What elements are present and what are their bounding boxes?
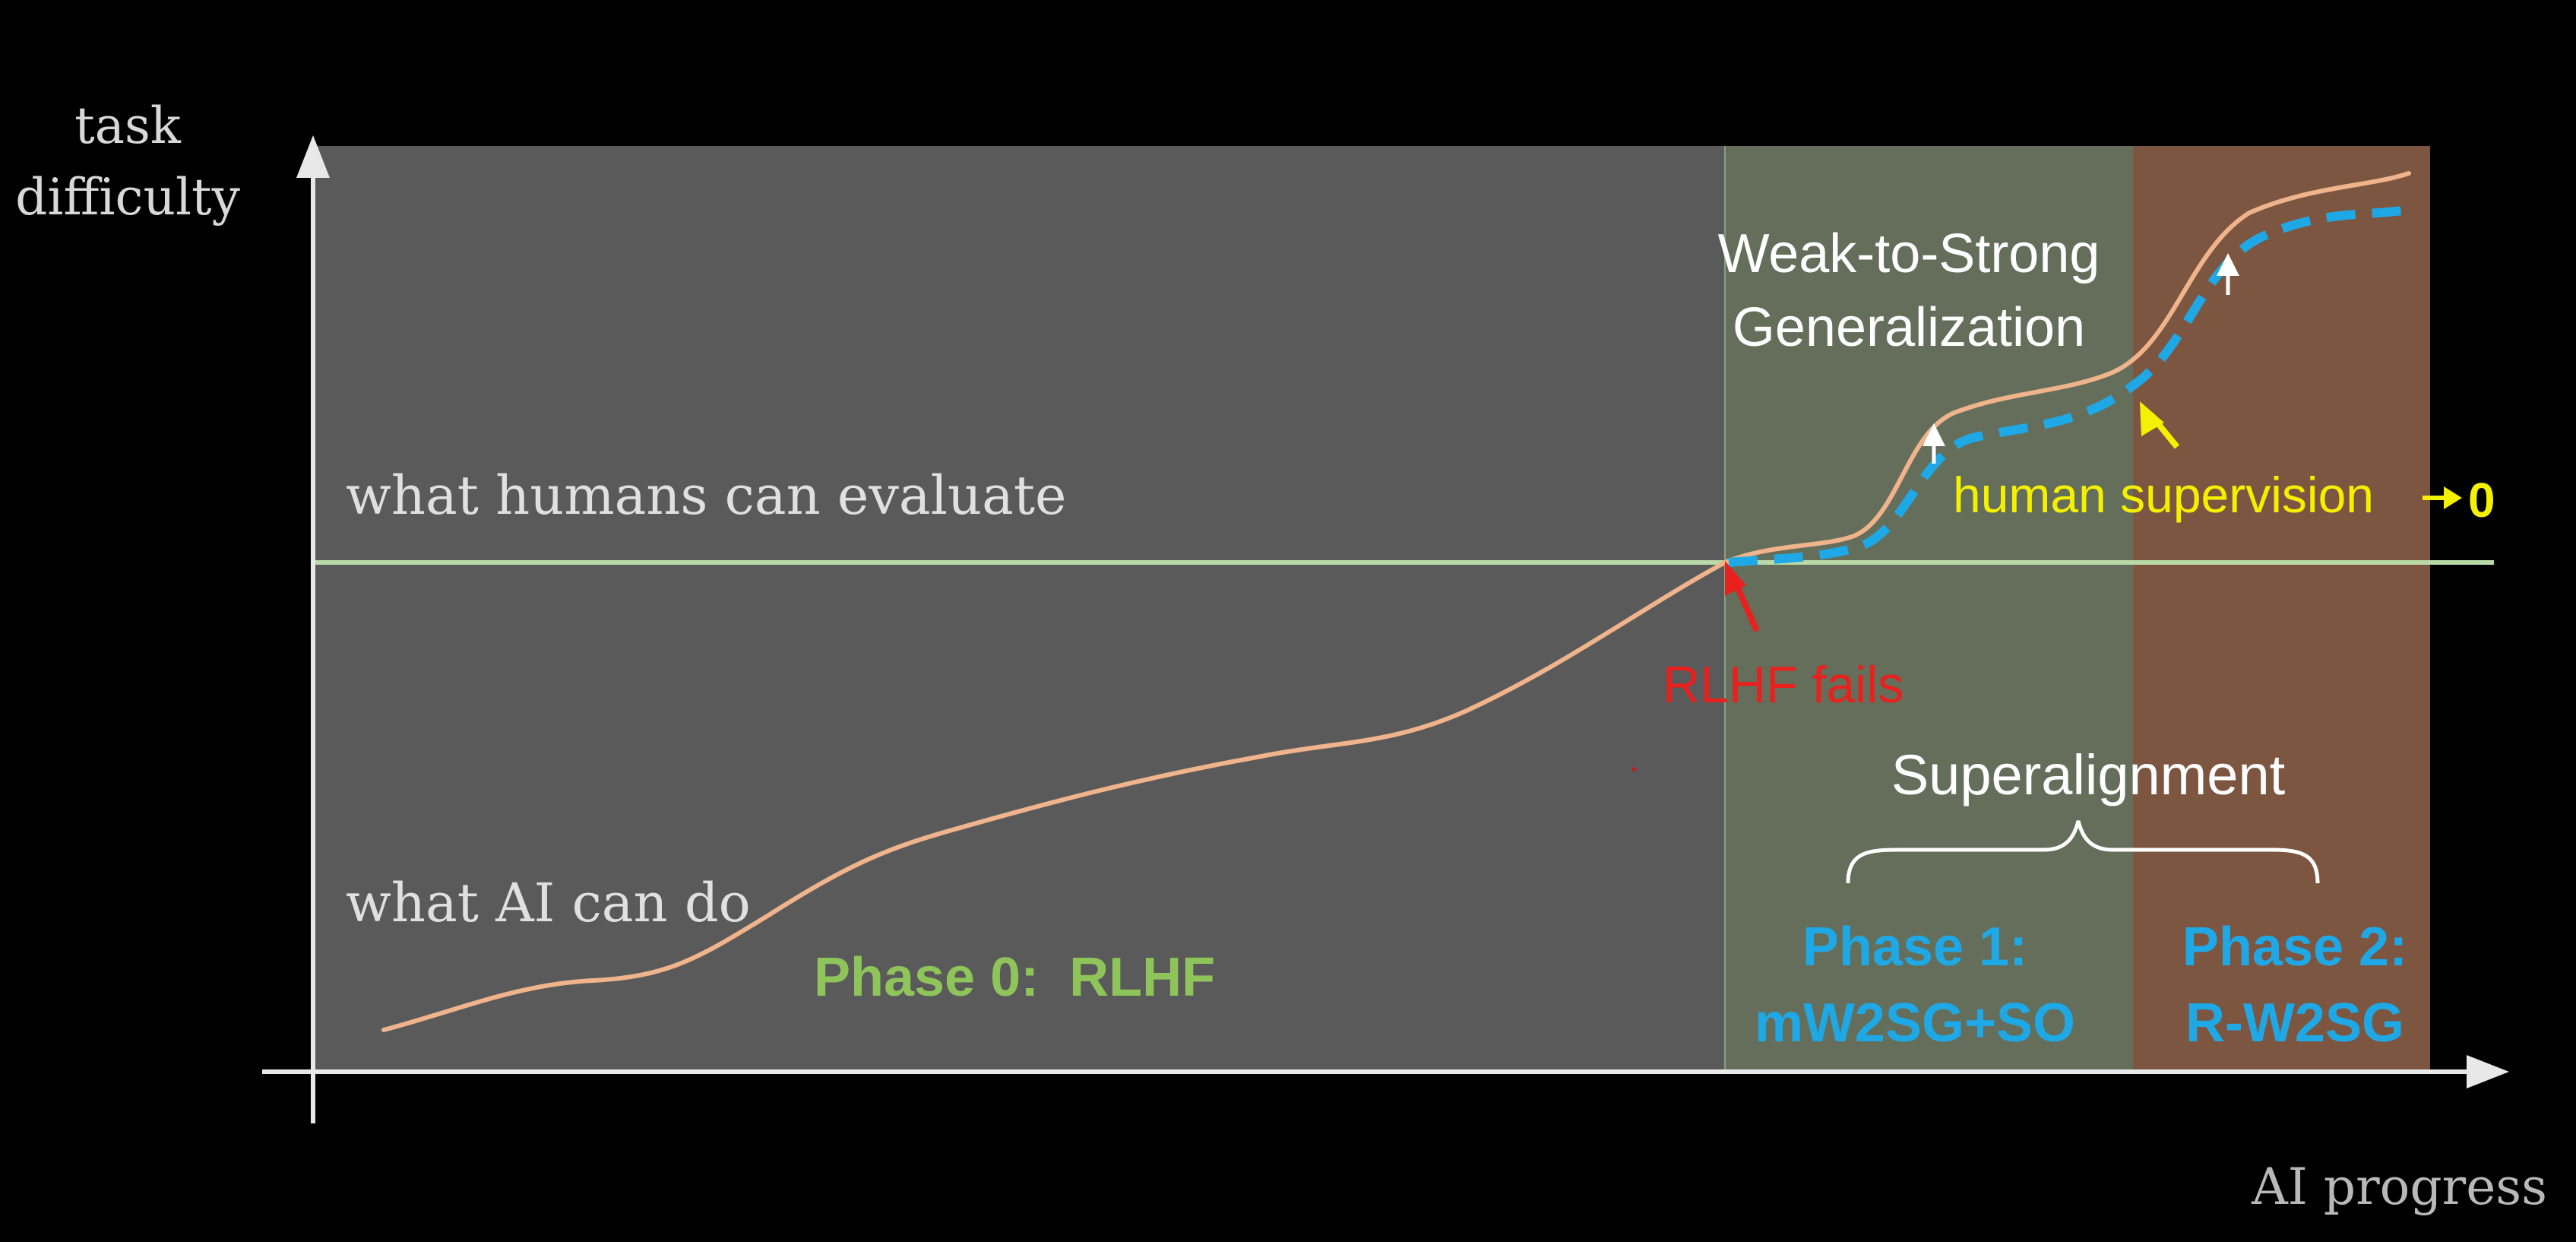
ai-capability-label: what AI can do <box>346 872 751 934</box>
superalignment-brace <box>1846 820 2320 884</box>
x-axis-arrowhead <box>2467 1055 2509 1088</box>
w2s-label-line1: Weak-to-Strong <box>1718 223 2100 284</box>
x-axis-label: AI progress <box>2251 1158 2547 1216</box>
human-supervision-arrowhead <box>2140 401 2164 436</box>
human-supervision-label: human supervision <box>1953 467 2374 523</box>
phase0-label: Phase 0: RLHF <box>814 947 1215 1008</box>
phase2-label-line1: Phase 2: <box>2182 917 2407 977</box>
phase1-label-line1: Phase 1: <box>1802 917 2027 977</box>
phase1-region <box>1725 146 2133 1072</box>
y-axis-label-line2: difficulty <box>15 168 240 227</box>
phase1-label-line2: mW2SG+SO <box>1755 993 2075 1053</box>
ai-capability-curve <box>381 171 2411 1032</box>
human-evaluation-label: what humans can evaluate <box>346 464 1066 527</box>
supervised-curve <box>1728 204 2414 567</box>
phase2-region <box>2133 146 2430 1072</box>
red-speck <box>1631 767 1636 771</box>
phase2-label-line2: R-W2SG <box>2185 993 2404 1053</box>
w2s-label-line2: Generalization <box>1733 297 2085 358</box>
superalignment-label: Superalignment <box>1891 743 2286 806</box>
y-axis-label-line1: task <box>74 97 182 155</box>
y-axis-arrowhead <box>296 135 330 178</box>
rlhf-fails-arrowhead <box>1725 561 1746 596</box>
phase0-region <box>313 146 1725 1072</box>
human-supervision-zero: 0 <box>2468 473 2495 528</box>
rlhf-fails-label: RLHF fails <box>1663 656 1904 714</box>
to-zero-arrowhead <box>2444 486 2462 509</box>
